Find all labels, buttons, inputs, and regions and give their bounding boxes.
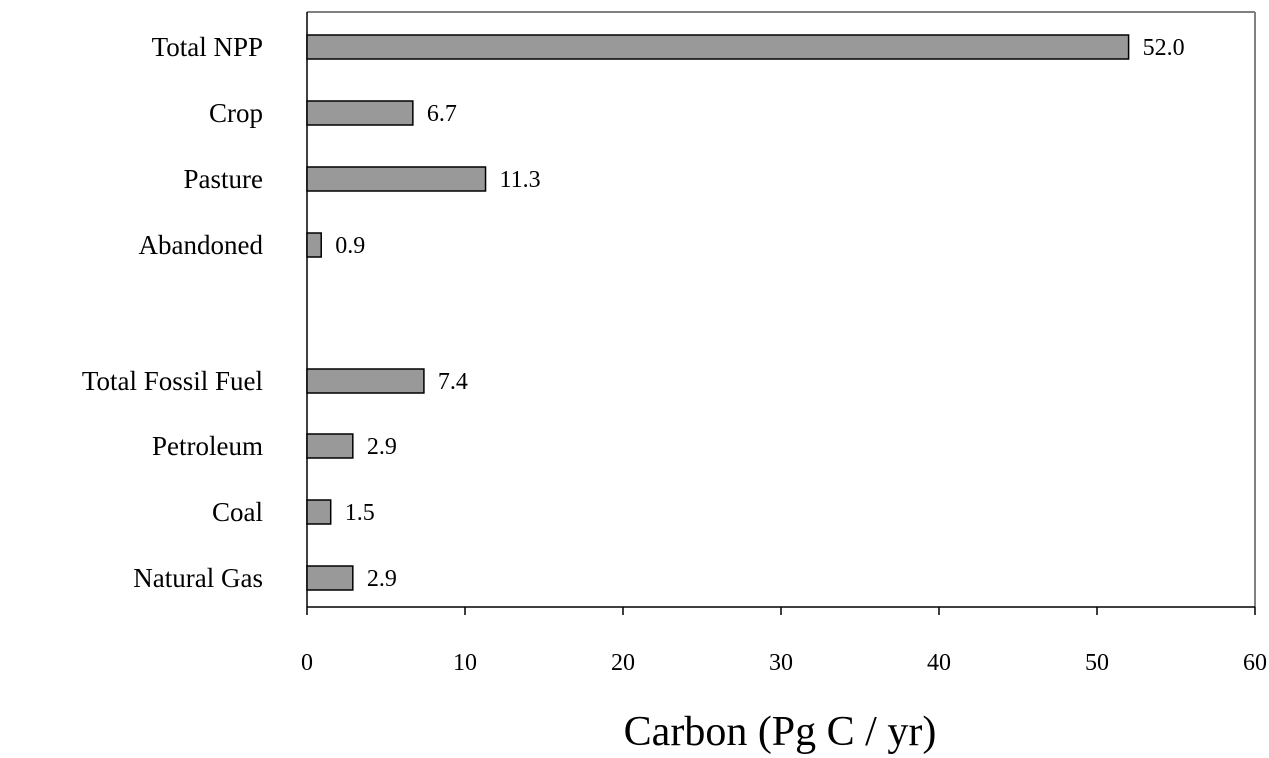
x-axis: 0 10 20 30 40 50 60 bbox=[301, 606, 1267, 676]
bar bbox=[306, 232, 322, 258]
category-label: Pasture bbox=[184, 164, 264, 194]
category-label: Abandoned bbox=[139, 230, 264, 260]
bars bbox=[306, 34, 1130, 591]
category-label: Coal bbox=[212, 497, 263, 527]
x-tick-label: 0 bbox=[301, 650, 313, 676]
value-label: 52.0 bbox=[1143, 35, 1185, 61]
x-axis-title: Carbon (Pg C / yr) bbox=[624, 709, 937, 755]
x-tick-label: 50 bbox=[1085, 650, 1109, 676]
category-label: Total Fossil Fuel bbox=[82, 366, 263, 396]
value-label: 11.3 bbox=[500, 167, 541, 193]
value-labels: 52.0 6.7 11.3 0.9 7.4 2.9 1.5 2.9 bbox=[335, 35, 1184, 592]
category-label: Total NPP bbox=[152, 32, 263, 62]
bar bbox=[306, 368, 425, 394]
bar bbox=[306, 565, 354, 591]
value-label: 0.9 bbox=[335, 233, 365, 259]
category-label: Crop bbox=[209, 98, 263, 128]
bar bbox=[306, 34, 1130, 60]
category-labels: Total NPP Crop Pasture Abandoned Total Fossi… bbox=[82, 32, 264, 593]
x-tick-label: 60 bbox=[1243, 650, 1267, 676]
value-label: 6.7 bbox=[427, 101, 457, 127]
bar bbox=[306, 433, 354, 459]
value-label: 7.4 bbox=[438, 369, 468, 395]
category-label: Petroleum bbox=[152, 431, 263, 461]
bar bbox=[306, 100, 414, 126]
bar bbox=[306, 499, 332, 525]
x-tick-label: 30 bbox=[769, 650, 793, 676]
category-label: Natural Gas bbox=[133, 563, 263, 593]
value-label: 2.9 bbox=[367, 566, 397, 592]
x-tick-label: 20 bbox=[611, 650, 635, 676]
value-label: 2.9 bbox=[367, 434, 397, 460]
value-label: 1.5 bbox=[345, 500, 375, 526]
bar bbox=[306, 166, 487, 192]
x-tick-label: 40 bbox=[927, 650, 951, 676]
x-tick-label: 10 bbox=[453, 650, 477, 676]
